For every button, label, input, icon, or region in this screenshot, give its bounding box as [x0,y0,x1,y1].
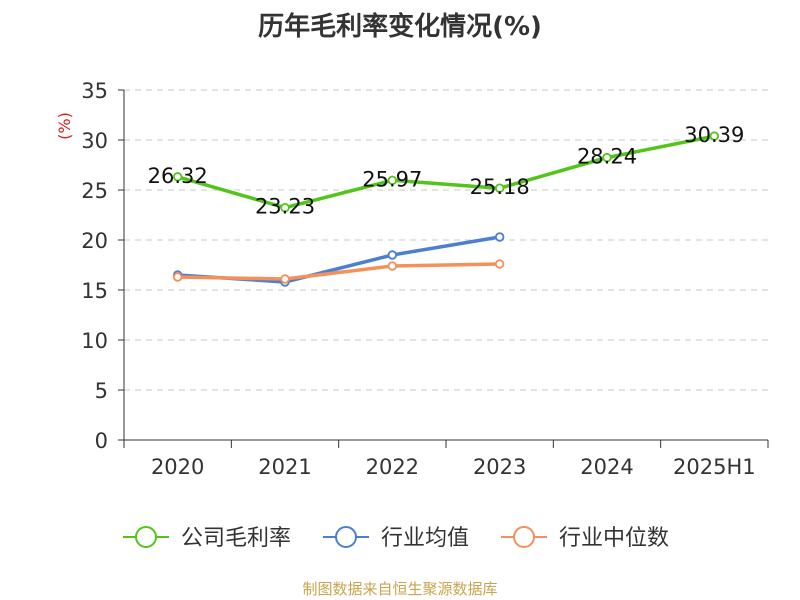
data-point [280,202,290,213]
y-tick-label: 0 [95,429,108,453]
data-point [172,272,183,282]
data-source-note: 制图数据来自恒生聚源数据库 [302,580,498,598]
data-label: 23.23 [255,195,315,219]
legend-marker [135,526,157,548]
data-labels: 26.32 23.23 25.97 25.18 28.24 30.39 [148,123,745,219]
x-tick-label: 2020 [151,455,204,479]
data-label: 26.32 [148,164,208,188]
y-tick-label: 10 [81,329,108,353]
y-tick-label: 20 [81,229,108,253]
x-tick-label: 2024 [580,455,633,479]
y-axis-label: (%) [55,112,74,140]
legend: 公司毛利率 行业均值 行业中位数 [123,526,669,551]
legend-label: 公司毛利率 [181,526,291,551]
x-tick-label: 2025H1 [673,455,756,479]
x-tick-label: 2023 [473,455,526,479]
grid-lines [124,89,768,391]
data-point [387,175,398,185]
y-tick-label: 30 [81,129,108,153]
data-label: 25.97 [362,167,422,191]
data-point [387,261,398,271]
data-point [494,183,505,193]
series-line [177,262,500,281]
data-label: 30.39 [684,123,744,147]
data-point [172,172,183,182]
legend-marker [335,526,357,548]
axes: 0 5 10 15 20 25 30 35 2020 2021 2022 2023 2024 2025H1… [55,79,769,479]
y-tick-label: 15 [81,279,108,303]
chart-title: 历年毛利率变化情况(%) [258,12,542,42]
legend-label: 行业均值 [381,526,469,551]
data-point [387,250,398,260]
data-point [494,259,505,269]
legend-marker [513,526,535,548]
y-tick-label: 5 [95,379,108,403]
data-point [494,232,505,242]
x-tick-label: 2021 [258,455,311,479]
series-line [177,134,715,210]
x-tick-label: 2022 [366,455,419,479]
y-tick-label: 25 [81,179,108,203]
legend-label: 行业中位数 [559,526,669,551]
data-label: 28.24 [577,145,637,169]
data-point [602,152,612,163]
data-point [709,131,720,141]
data-label: 25.18 [470,175,530,199]
series-line [177,235,500,284]
series-lines [172,131,720,287]
y-tick-label: 35 [81,79,108,103]
data-point [280,274,290,284]
